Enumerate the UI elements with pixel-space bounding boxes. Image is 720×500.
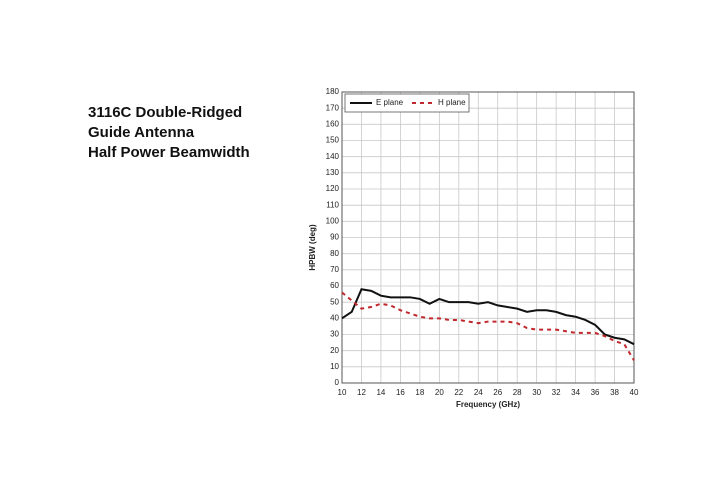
x-tick-label: 28 <box>513 388 522 397</box>
y-tick-label: 90 <box>330 233 339 242</box>
y-tick-label: 70 <box>330 265 339 274</box>
x-tick-label: 36 <box>591 388 600 397</box>
x-tick-label: 16 <box>396 388 405 397</box>
y-tick-label: 50 <box>330 297 339 306</box>
x-tick-label: 12 <box>357 388 366 397</box>
y-tick-label: 120 <box>326 184 340 193</box>
x-tick-label: 22 <box>454 388 463 397</box>
y-tick-label: 160 <box>326 119 340 128</box>
x-tick-label: 18 <box>415 388 424 397</box>
y-tick-label: 60 <box>330 281 339 290</box>
y-tick-label: 40 <box>330 313 339 322</box>
legend-box <box>344 93 470 113</box>
chart-title: Guide Antenna <box>88 124 195 141</box>
x-tick-label: 14 <box>376 388 385 397</box>
legend-label: H plane <box>438 98 466 107</box>
y-tick-label: 30 <box>330 330 339 339</box>
x-tick-label: 32 <box>552 388 561 397</box>
x-tick-label: 24 <box>474 388 483 397</box>
y-tick-label: 180 <box>326 87 340 96</box>
chart-title: Half Power Beamwidth <box>88 144 250 161</box>
y-tick-label: 0 <box>335 378 340 387</box>
x-axis-label: Frequency (GHz) <box>456 400 520 409</box>
x-tick-label: 10 <box>338 388 347 397</box>
y-axis-label: HPBW (deg) <box>308 224 317 271</box>
y-tick-label: 130 <box>326 168 340 177</box>
x-tick-label: 40 <box>630 388 639 397</box>
x-tick-label: 26 <box>493 388 502 397</box>
y-tick-label: 100 <box>326 216 340 225</box>
x-tick-label: 38 <box>610 388 619 397</box>
data-line <box>341 288 635 346</box>
y-tick-label: 20 <box>330 346 339 355</box>
legend-label: E plane <box>376 98 404 107</box>
chart-title: 3116C Double-Ridged <box>88 104 242 121</box>
y-tick-label: 140 <box>326 152 340 161</box>
x-tick-label: 34 <box>571 388 580 397</box>
y-tick-label: 10 <box>330 362 339 371</box>
x-tick-label: 20 <box>435 388 444 397</box>
y-tick-label: 170 <box>326 103 340 112</box>
y-tick-label: 110 <box>326 200 339 209</box>
y-tick-label: 80 <box>330 249 339 258</box>
x-tick-label: 30 <box>532 388 541 397</box>
y-tick-label: 150 <box>326 136 340 145</box>
plot-frame <box>341 91 635 384</box>
data-line <box>341 291 635 361</box>
